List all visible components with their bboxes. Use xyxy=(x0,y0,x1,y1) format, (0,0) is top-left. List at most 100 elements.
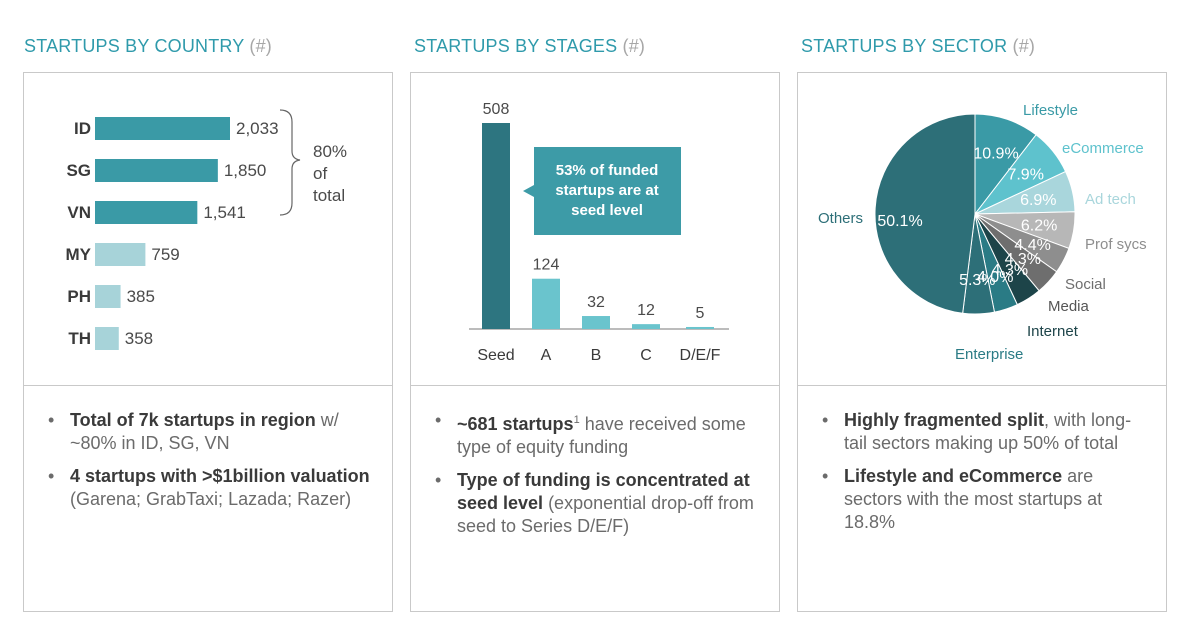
country-brace-text: total xyxy=(313,186,345,205)
stages-panel: 508 Seed 124 A 32 B 12 C 5 D/E/F 53% of funded star… xyxy=(410,72,780,612)
country-panel: ID 2,033 SG 1,850 VN 1,541 MY 759 PH 385 TH 358 80% o… xyxy=(23,72,393,612)
pie-label-ad-tech: Ad tech xyxy=(1085,191,1136,208)
stage-label-seed: Seed xyxy=(477,347,514,364)
stages-bullet-text: have received some type of equity fundin… xyxy=(457,414,746,457)
pie-label-enterprise: Enterprise xyxy=(955,346,1023,363)
stage-bar-a xyxy=(532,278,560,329)
stage-bar-b xyxy=(582,316,610,329)
country-bar-th xyxy=(95,327,119,350)
pie-label-social: Social xyxy=(1065,276,1106,293)
country-label-my: MY xyxy=(66,245,92,264)
country-value-ph: 385 xyxy=(127,287,155,306)
country-chart-title: STARTUPS BY COUNTRY (#) xyxy=(24,36,272,57)
stages-bullet-bold: Type of funding is concentrated at seed … xyxy=(457,470,750,513)
pie-pct-internet: 4.3% xyxy=(992,262,1028,279)
country-label-ph: PH xyxy=(67,287,91,306)
country-bar-vn xyxy=(95,201,198,224)
pie-pct-media: 4.3% xyxy=(1005,251,1041,268)
country-label-sg: SG xyxy=(66,161,91,180)
country-brace-text: of xyxy=(313,164,327,183)
stage-value-def: 5 xyxy=(696,305,705,322)
country-bar-id xyxy=(95,117,230,140)
pie-pct-enterprise: 4.0% xyxy=(977,269,1013,286)
stages-callout-text: seed level xyxy=(571,202,643,219)
country-bar-sg xyxy=(95,159,218,182)
country-value-vn: 1,541 xyxy=(203,203,246,222)
stage-label-c: C xyxy=(640,347,652,364)
country-bar-chart: ID 2,033 SG 1,850 VN 1,541 MY 759 PH 385 TH 358 80% o… xyxy=(66,109,347,350)
country-label-vn: VN xyxy=(67,203,91,222)
pie-label-prof-sycs: Prof sycs xyxy=(1085,236,1147,253)
stages-bullet-footnote: 1 xyxy=(573,414,580,426)
stage-bar-def xyxy=(686,326,714,329)
stage-label-b: B xyxy=(591,347,602,364)
sector-pie-chart: 10.9%7.9%6.9%6.2%4.4%4.3%4.3%4.0%5.3%50.… xyxy=(818,102,1147,363)
country-brace-text: 80% xyxy=(313,142,347,161)
stages-title-unit: (#) xyxy=(622,36,646,56)
country-bullet-bold: Total of 7k startups in region xyxy=(70,410,316,430)
country-bullet-text: (Garena; GrabTaxi; Lazada; Razer) xyxy=(70,489,352,509)
sector-title-unit: (#) xyxy=(1012,36,1036,56)
country-bullet-bold: 4 startups with >$1billion valuation xyxy=(70,466,370,486)
stages-bar-chart: 508 Seed 124 A 32 B 12 C 5 D/E/F 53% of funded star… xyxy=(469,101,729,364)
pie-label-lifestyle: Lifestyle xyxy=(1023,102,1078,119)
stages-bullet-2: Type of funding is concentrated at seed … xyxy=(433,469,761,538)
stages-bullets: ~681 startups1 have received some type o… xyxy=(433,409,761,548)
pie-pct-lifestyle: 10.9% xyxy=(973,146,1018,163)
pie-label-ecommerce: eCommerce xyxy=(1062,140,1144,157)
pie-pct-others: 50.1% xyxy=(877,213,922,230)
stage-label-a: A xyxy=(541,347,552,364)
country-bar-my xyxy=(95,243,146,266)
pie-label-media: Media xyxy=(1048,298,1090,315)
sector-bullet-bold: Highly fragmented split xyxy=(844,410,1045,430)
stages-divider xyxy=(411,385,779,386)
sector-divider xyxy=(798,385,1166,386)
stage-value-b: 32 xyxy=(587,294,605,311)
pie-pct-prof-sycs: 6.2% xyxy=(1021,218,1057,235)
sector-bullet-text: are sectors with the most startups at 18… xyxy=(844,466,1103,532)
sector-bullet-text: , with long-tail sectors making up 50% o… xyxy=(844,410,1132,453)
pie-pct-other-5-3: 5.3% xyxy=(959,272,995,289)
pie-pct-ecommerce: 7.9% xyxy=(1007,166,1043,183)
country-bullets: Total of 7k startups in region w/ ~80% i… xyxy=(46,409,374,521)
stages-bullet-text: (exponential drop-off from seed to Serie… xyxy=(457,493,754,536)
stage-value-a: 124 xyxy=(533,257,560,274)
pie-slice-others xyxy=(874,113,976,314)
stages-bullet-bold: ~681 startups xyxy=(457,414,574,434)
country-divider xyxy=(24,385,392,386)
country-bullet-1: Total of 7k startups in region w/ ~80% i… xyxy=(46,409,374,455)
country-label-id: ID xyxy=(74,119,91,138)
sector-bullet-1: Highly fragmented split, with long-tail … xyxy=(820,409,1148,455)
sector-chart-title: STARTUPS BY SECTOR (#) xyxy=(801,36,1035,57)
country-value-my: 759 xyxy=(151,245,179,264)
stage-label-def: D/E/F xyxy=(680,347,721,364)
pie-label-internet: Internet xyxy=(1027,323,1079,340)
stages-bullet-1: ~681 startups1 have received some type o… xyxy=(433,409,761,459)
country-bar-ph xyxy=(95,285,121,308)
country-brace xyxy=(279,109,301,216)
stages-title-text: STARTUPS BY STAGES xyxy=(414,36,618,56)
pie-pct-ad-tech: 6.9% xyxy=(1020,192,1056,209)
country-label-th: TH xyxy=(68,329,91,348)
country-value-sg: 1,850 xyxy=(224,161,267,180)
sector-title-text: STARTUPS BY SECTOR xyxy=(801,36,1008,56)
sector-bullet-bold: Lifestyle and eCommerce xyxy=(844,466,1063,486)
country-title-text: STARTUPS BY COUNTRY xyxy=(24,36,245,56)
stages-callout-text: 53% of funded xyxy=(556,162,659,179)
pie-label-others: Others xyxy=(818,210,863,227)
stages-callout-box xyxy=(523,147,681,235)
stage-value-c: 12 xyxy=(637,302,655,319)
stage-bar-seed xyxy=(482,123,510,329)
sector-panel: 10.9% 7.9% 6.9% 6.2% 4.4% 4.3% 4.3% 4.0% 5.3% 50.… xyxy=(797,72,1167,612)
sector-bullet-2: Lifestyle and eCommerce are sectors with… xyxy=(820,465,1148,534)
country-bullet-2: 4 startups with >$1billion valuation (Ga… xyxy=(46,465,374,511)
country-bullet-text: w/ ~80% in ID, SG, VN xyxy=(70,410,339,453)
country-value-th: 358 xyxy=(125,329,153,348)
stage-bar-c xyxy=(632,324,660,329)
sector-bullets: Highly fragmented split, with long-tail … xyxy=(820,409,1148,544)
pie-pct-social: 4.4% xyxy=(1014,237,1050,254)
stages-callout-text: startups are at xyxy=(555,182,658,199)
country-title-unit: (#) xyxy=(249,36,272,56)
stage-value-seed: 508 xyxy=(483,101,510,118)
country-value-id: 2,033 xyxy=(236,119,279,138)
